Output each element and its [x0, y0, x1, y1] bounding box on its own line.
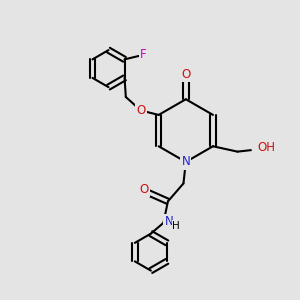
Text: OH: OH — [257, 141, 275, 154]
Text: O: O — [181, 68, 190, 81]
Text: N: N — [164, 215, 173, 228]
Text: N: N — [182, 155, 190, 168]
Text: O: O — [140, 183, 149, 196]
Text: F: F — [140, 48, 146, 61]
Text: H: H — [172, 221, 180, 231]
Text: O: O — [136, 104, 146, 117]
